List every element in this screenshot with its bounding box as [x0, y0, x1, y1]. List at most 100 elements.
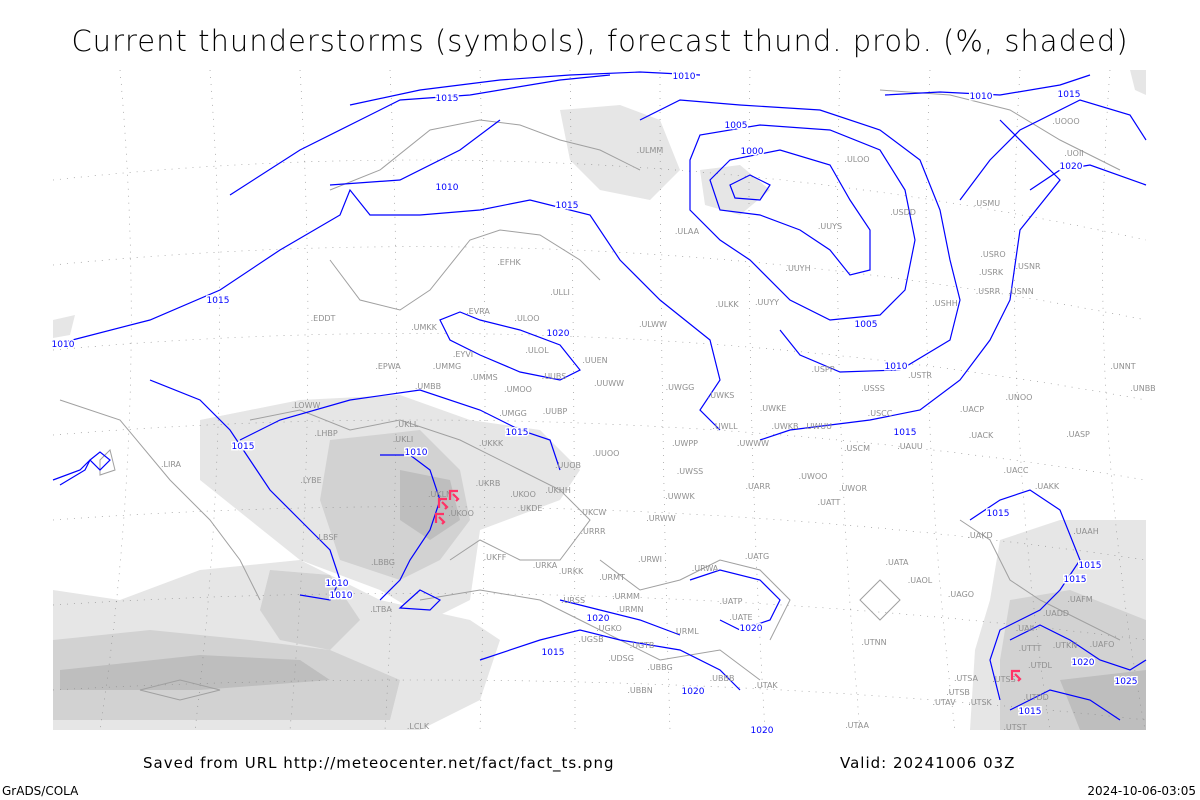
station-label: .UKLI — [393, 435, 413, 444]
station-label: .URRR — [580, 527, 606, 536]
isobar — [709, 149, 871, 276]
isobar — [229, 74, 611, 196]
thunderstorm-icon — [448, 489, 460, 502]
lat-lon-grid — [52, 69, 1147, 731]
isobar-label: 1010 — [436, 183, 459, 193]
parallel — [52, 593, 1147, 641]
station-label: .EPWA — [375, 362, 401, 371]
station-label: .UTKN — [1053, 641, 1078, 650]
isobar-label: 1005 — [855, 320, 878, 330]
isobar-label: 1010 — [52, 340, 75, 350]
station-label: .UWKS — [708, 391, 735, 400]
station-label: .UUYS — [818, 222, 842, 231]
station-label: .UOII — [1064, 149, 1083, 158]
station-label: .UKCW — [580, 508, 607, 517]
station-label: .USTR — [908, 371, 932, 380]
station-label: .UATG — [745, 552, 769, 561]
isobar-label: 1010 — [970, 92, 993, 102]
isobar-label: 1020 — [547, 329, 570, 339]
station-label: .UUOB — [555, 461, 581, 470]
station-label: .UACC — [1004, 466, 1029, 475]
meridian — [837, 69, 861, 731]
meridian — [99, 69, 132, 731]
station-label: .UKDE — [518, 504, 543, 513]
station-label: .ULOO — [844, 155, 869, 164]
generated-time: 2024-10-06-03:05 — [1087, 784, 1196, 798]
station-label: .UBBB — [710, 674, 735, 683]
station-label: .UTST — [1003, 723, 1026, 732]
isobar — [1009, 624, 1147, 671]
isobar-label: 1020 — [1072, 658, 1095, 668]
isobar-label: 1015 — [987, 509, 1010, 519]
station-label: .UTTT — [1019, 644, 1042, 653]
station-label: .UWLL — [712, 422, 738, 431]
map-title: Current thunderstorms (symbols), forecas… — [71, 24, 1129, 58]
station-label: .UTSS — [992, 675, 1015, 684]
station-label: .UTSB — [946, 688, 970, 697]
station-label: .UUWW — [594, 379, 624, 388]
station-label: .UDSG — [608, 654, 634, 663]
probability-area — [560, 105, 680, 200]
isobar-label: 1020 — [1060, 162, 1083, 172]
meridian — [194, 69, 220, 731]
isobar — [639, 99, 961, 373]
station-label: .ULAA — [675, 227, 700, 236]
parallel — [52, 679, 1147, 721]
isobar-label: 1020 — [751, 726, 774, 736]
isobar-label: 1015 — [1064, 575, 1087, 585]
probability-area — [700, 165, 770, 215]
coastline — [419, 589, 761, 681]
isobar — [239, 389, 561, 471]
isobar-label: 1015 — [1079, 561, 1102, 571]
station-label: .USRR — [976, 287, 1001, 296]
isobar — [559, 599, 681, 636]
isobar-label: 1015 — [894, 428, 917, 438]
station-label: .UKOO — [448, 509, 474, 518]
isobar — [689, 124, 916, 321]
isobar-label: 1005 — [725, 121, 748, 131]
station-label: .LCLK — [407, 722, 430, 731]
isobar-label: 1015 — [1019, 707, 1042, 717]
station-label: .UTSK — [968, 698, 992, 707]
software-credit: GrADS/COLA — [2, 784, 79, 798]
meridian — [289, 69, 309, 731]
station-label: .EFHK — [497, 258, 521, 267]
probability-area — [1060, 670, 1146, 730]
station-label: .UAOL — [908, 576, 933, 585]
source-url: Saved from URL http://meteocenter.net/fa… — [143, 754, 615, 772]
station-label: .UAKD — [967, 531, 992, 540]
meridian — [1014, 69, 1051, 731]
coastline — [879, 89, 1121, 171]
station-label: .UBBN — [627, 686, 652, 695]
station-label: .USPP — [811, 365, 834, 374]
meridian — [384, 69, 397, 731]
coastline — [249, 409, 591, 561]
isobar-label: 1020 — [740, 624, 763, 634]
station-label: .UWPP — [672, 439, 698, 448]
station-label: .LOWW — [292, 401, 321, 410]
station-label: .UMBB — [415, 382, 441, 391]
station-label: .UWKE — [760, 404, 787, 413]
station-label: .URKA — [533, 561, 558, 570]
station-label: .UUYY — [755, 298, 779, 307]
station-label: .UTSA — [954, 674, 979, 683]
isobar-label: 1020 — [682, 687, 705, 697]
station-label: .EDDT — [311, 314, 336, 323]
station-label: .UKLN — [428, 490, 452, 499]
coastline — [599, 559, 791, 641]
coastline — [329, 119, 641, 191]
station-label: .UUBP — [543, 407, 568, 416]
station-label: .UWGG — [666, 383, 695, 392]
coastline — [329, 229, 601, 311]
station-label: .UUEN — [582, 356, 607, 365]
valid-time: Valid: 20241006 03Z — [840, 754, 1016, 772]
thunderstorm-icon — [1010, 669, 1022, 682]
station-label: .ULKK — [715, 300, 739, 309]
isobar — [689, 569, 781, 631]
station-label: .UKRB — [476, 479, 501, 488]
isobar — [1009, 689, 1121, 721]
isobar — [52, 188, 721, 431]
thunderstorm-symbols — [434, 489, 1022, 682]
isobar-label: 1010 — [326, 579, 349, 589]
station-label: .UUBS — [542, 372, 567, 381]
